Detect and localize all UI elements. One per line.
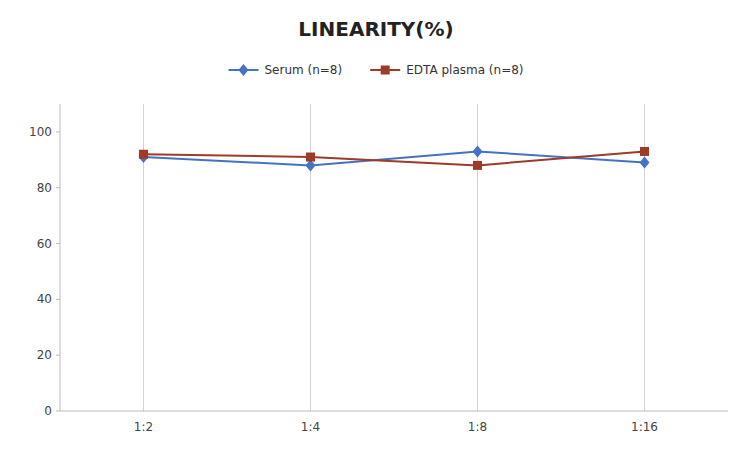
y-tick — [56, 243, 60, 244]
legend-item: EDTA plasma (n=8) — [370, 63, 523, 77]
y-tick — [56, 411, 60, 412]
title: LINEARITY(%) — [298, 17, 453, 41]
y-tick-label: 100 — [29, 125, 52, 139]
chart-container: LINEARITY(%) 0 20 40 60 80 100 1:2 1:4 1:8 1:16 Ser… — [0, 0, 752, 451]
x-axis-line — [60, 411, 728, 412]
series-marker — [473, 161, 482, 170]
legend-swatch-marker — [238, 64, 248, 76]
axes: 0 20 40 60 80 100 1:2 1:4 1:8 1:16 — [29, 104, 728, 434]
y-tick-label: 60 — [37, 237, 52, 251]
x-tick-label: 1:16 — [631, 420, 658, 434]
legend-item: Serum (n=8) — [228, 63, 342, 77]
series-marker — [640, 147, 649, 156]
y-tick — [56, 187, 60, 188]
y-tick — [56, 355, 60, 356]
legend-label: EDTA plasma (n=8) — [406, 63, 523, 77]
y-tick-label: 40 — [37, 292, 52, 306]
y-tick-label: 20 — [37, 348, 52, 362]
y-axis-line — [60, 104, 61, 411]
series-line — [144, 151, 645, 165]
legend: Serum (n=8) EDTA plasma (n=8) — [228, 63, 523, 77]
x-tick-label: 1:8 — [468, 420, 487, 434]
y-tick-label: 80 — [37, 181, 52, 195]
y-tick-label: 0 — [44, 404, 52, 418]
series — [139, 147, 649, 170]
x-tick-label: 1:4 — [301, 420, 320, 434]
series — [139, 145, 650, 171]
plot-data — [139, 145, 650, 171]
grid-line-x — [310, 104, 311, 411]
series-marker — [473, 145, 483, 157]
x-tick-label: 1:2 — [134, 420, 153, 434]
series-marker — [306, 153, 315, 162]
grid — [144, 104, 645, 411]
legend-swatch-marker — [381, 66, 390, 75]
y-tick — [56, 131, 60, 132]
series-marker — [139, 150, 148, 159]
series-line — [144, 151, 645, 165]
legend-label: Serum (n=8) — [264, 63, 342, 77]
series-marker — [640, 157, 650, 169]
y-tick — [56, 299, 60, 300]
chart-svg: LINEARITY(%) 0 20 40 60 80 100 1:2 1:4 1:8 1:16 Ser… — [0, 0, 752, 451]
